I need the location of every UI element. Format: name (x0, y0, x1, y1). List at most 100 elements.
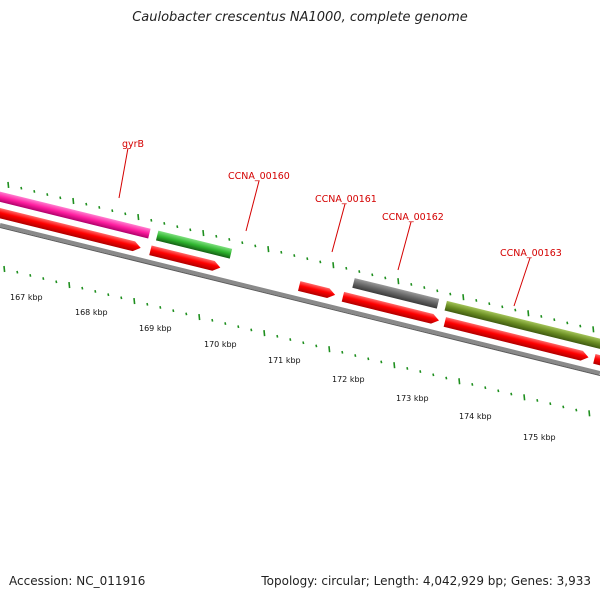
minor-tick (124, 212, 127, 216)
major-tick (328, 346, 331, 353)
feature-gyrB (0, 190, 151, 239)
feature-red-5 (341, 291, 440, 324)
minor-tick (189, 228, 192, 232)
major-tick (7, 181, 10, 189)
major-tick (462, 294, 465, 301)
minor-tick (432, 373, 435, 377)
minor-tick (423, 286, 426, 290)
minor-tick (380, 360, 383, 364)
minor-tick (341, 350, 344, 354)
map-title: Caulobacter crescentus NA1000, complete … (132, 10, 468, 25)
major-tick (263, 330, 266, 337)
minor-tick (358, 270, 361, 274)
label-CCNA_00160: CCNA_00160 (228, 171, 290, 182)
minor-tick (367, 357, 370, 361)
minor-tick (98, 205, 101, 209)
major-tick (198, 314, 201, 321)
minor-tick (419, 370, 422, 374)
minor-tick (488, 302, 491, 306)
minor-tick (94, 289, 97, 293)
minor-tick (42, 277, 45, 281)
minor-tick (497, 389, 500, 393)
major-tick (527, 310, 530, 317)
kbp-label-172: 172 kbp (332, 375, 365, 384)
minor-tick (150, 218, 153, 222)
major-tick (68, 281, 71, 289)
minor-tick (289, 338, 292, 341)
minor-tick (276, 334, 279, 338)
minor-tick (172, 309, 175, 313)
minor-tick (33, 189, 36, 193)
feature-CCNA_00160 (155, 230, 233, 259)
minor-tick (384, 276, 387, 280)
major-tick (458, 378, 461, 385)
minor-tick (540, 315, 543, 318)
minor-tick (345, 266, 348, 270)
minor-tick (475, 298, 478, 302)
feature-red-6 (443, 317, 589, 361)
kbp-label-168: 168 kbp (75, 308, 108, 317)
minor-tick (107, 293, 110, 297)
tick-marks-outer (7, 181, 595, 333)
leader-CCNA_00163 (513, 257, 531, 307)
major-tick (137, 213, 140, 221)
minor-tick (215, 234, 218, 238)
major-tick (523, 394, 526, 401)
minor-tick (371, 273, 374, 277)
feature-CCNA_00163 (444, 300, 600, 349)
minor-tick (302, 341, 305, 345)
kbp-label-173: 173 kbp (396, 394, 429, 403)
major-tick (592, 326, 595, 333)
minor-tick (449, 292, 452, 296)
minor-tick (185, 312, 188, 316)
feature-CCNA_00161 (298, 281, 336, 299)
minor-tick (319, 260, 322, 264)
major-tick (202, 230, 205, 237)
minor-tick (410, 282, 413, 286)
minor-tick (20, 186, 23, 190)
minor-tick (59, 196, 62, 200)
minor-tick (211, 318, 214, 322)
major-tick (332, 262, 335, 269)
minor-tick (228, 238, 231, 241)
minor-tick (501, 305, 504, 309)
leader-gyrB (118, 147, 129, 199)
minor-tick (575, 408, 578, 412)
minor-tick (176, 225, 179, 229)
major-tick (393, 362, 396, 369)
minor-tick (250, 328, 253, 332)
kbp-label-169: 169 kbp (139, 324, 172, 333)
topology-text: Topology: circular; Length: 4,042,929 bp… (261, 574, 591, 588)
genome-backbone-shadow (0, 227, 600, 376)
major-tick (133, 297, 136, 305)
major-tick (72, 197, 75, 205)
minor-tick (514, 308, 517, 312)
minor-tick (484, 386, 487, 390)
major-tick (397, 278, 400, 285)
leader-CCNA_00162 (397, 221, 412, 271)
leader-CCNA_00160 (245, 180, 260, 232)
leader-CCNA_00161 (331, 203, 346, 253)
minor-tick (120, 296, 123, 300)
minor-tick (29, 273, 32, 277)
minor-tick (471, 383, 474, 386)
minor-tick (406, 366, 409, 370)
genome-backbone (0, 223, 600, 375)
major-tick (588, 410, 591, 417)
minor-tick (306, 257, 309, 261)
minor-tick (85, 202, 88, 206)
minor-tick (536, 399, 539, 402)
label-gyrB: gyrB (122, 139, 144, 150)
minor-tick (280, 250, 283, 254)
minor-tick (436, 289, 439, 293)
feature-red-2 (0, 204, 141, 252)
minor-tick (553, 318, 556, 322)
major-tick (3, 265, 6, 273)
minor-tick (237, 325, 240, 329)
kbp-label-174: 174 kbp (459, 412, 492, 421)
minor-tick (224, 322, 227, 325)
minor-tick (549, 402, 552, 406)
minor-tick (46, 193, 49, 197)
minor-tick (354, 354, 357, 358)
